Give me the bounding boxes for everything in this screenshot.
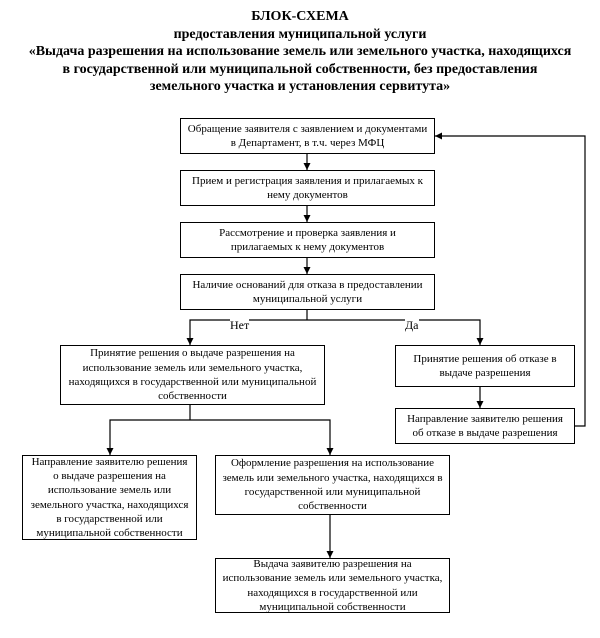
flowchart-root: БЛОК-СХЕМА предоставления муниципальной … <box>0 0 600 638</box>
node-n10: Выдача заявителю разрешения на использов… <box>215 558 450 613</box>
edge-forkL-n7 <box>110 420 190 455</box>
node-n7: Направление заявителю решения о выдаче р… <box>22 455 197 540</box>
node-n9: Направление заявителю решения об отказе … <box>395 408 575 444</box>
label-no: Нет <box>230 318 249 333</box>
node-n2: Прием и регистрация заявления и прилагае… <box>180 170 435 206</box>
arrows-layer <box>0 0 600 638</box>
node-n6: Принятие решения об отказе в выдаче разр… <box>395 345 575 387</box>
title-line1: БЛОК-СХЕМА <box>251 9 349 24</box>
node-n1: Обращение заявителя с заявлением и докум… <box>180 118 435 154</box>
title-line3: «Выдача разрешения на использование земе… <box>29 44 572 94</box>
node-n3: Рассмотрение и проверка заявления и прил… <box>180 222 435 258</box>
chart-title: БЛОК-СХЕМА предоставления муниципальной … <box>0 8 600 96</box>
title-line2: предоставления муниципальной услуги <box>174 27 427 42</box>
node-n8: Оформление разрешения на использование з… <box>215 455 450 515</box>
label-yes: Да <box>405 318 419 333</box>
edge-forkL-n8 <box>190 420 330 455</box>
node-n4: Наличие оснований для отказа в предостав… <box>180 274 435 310</box>
node-n5: Принятие решения о выдаче разрешения на … <box>60 345 325 405</box>
edge-split-n6 <box>307 320 480 345</box>
